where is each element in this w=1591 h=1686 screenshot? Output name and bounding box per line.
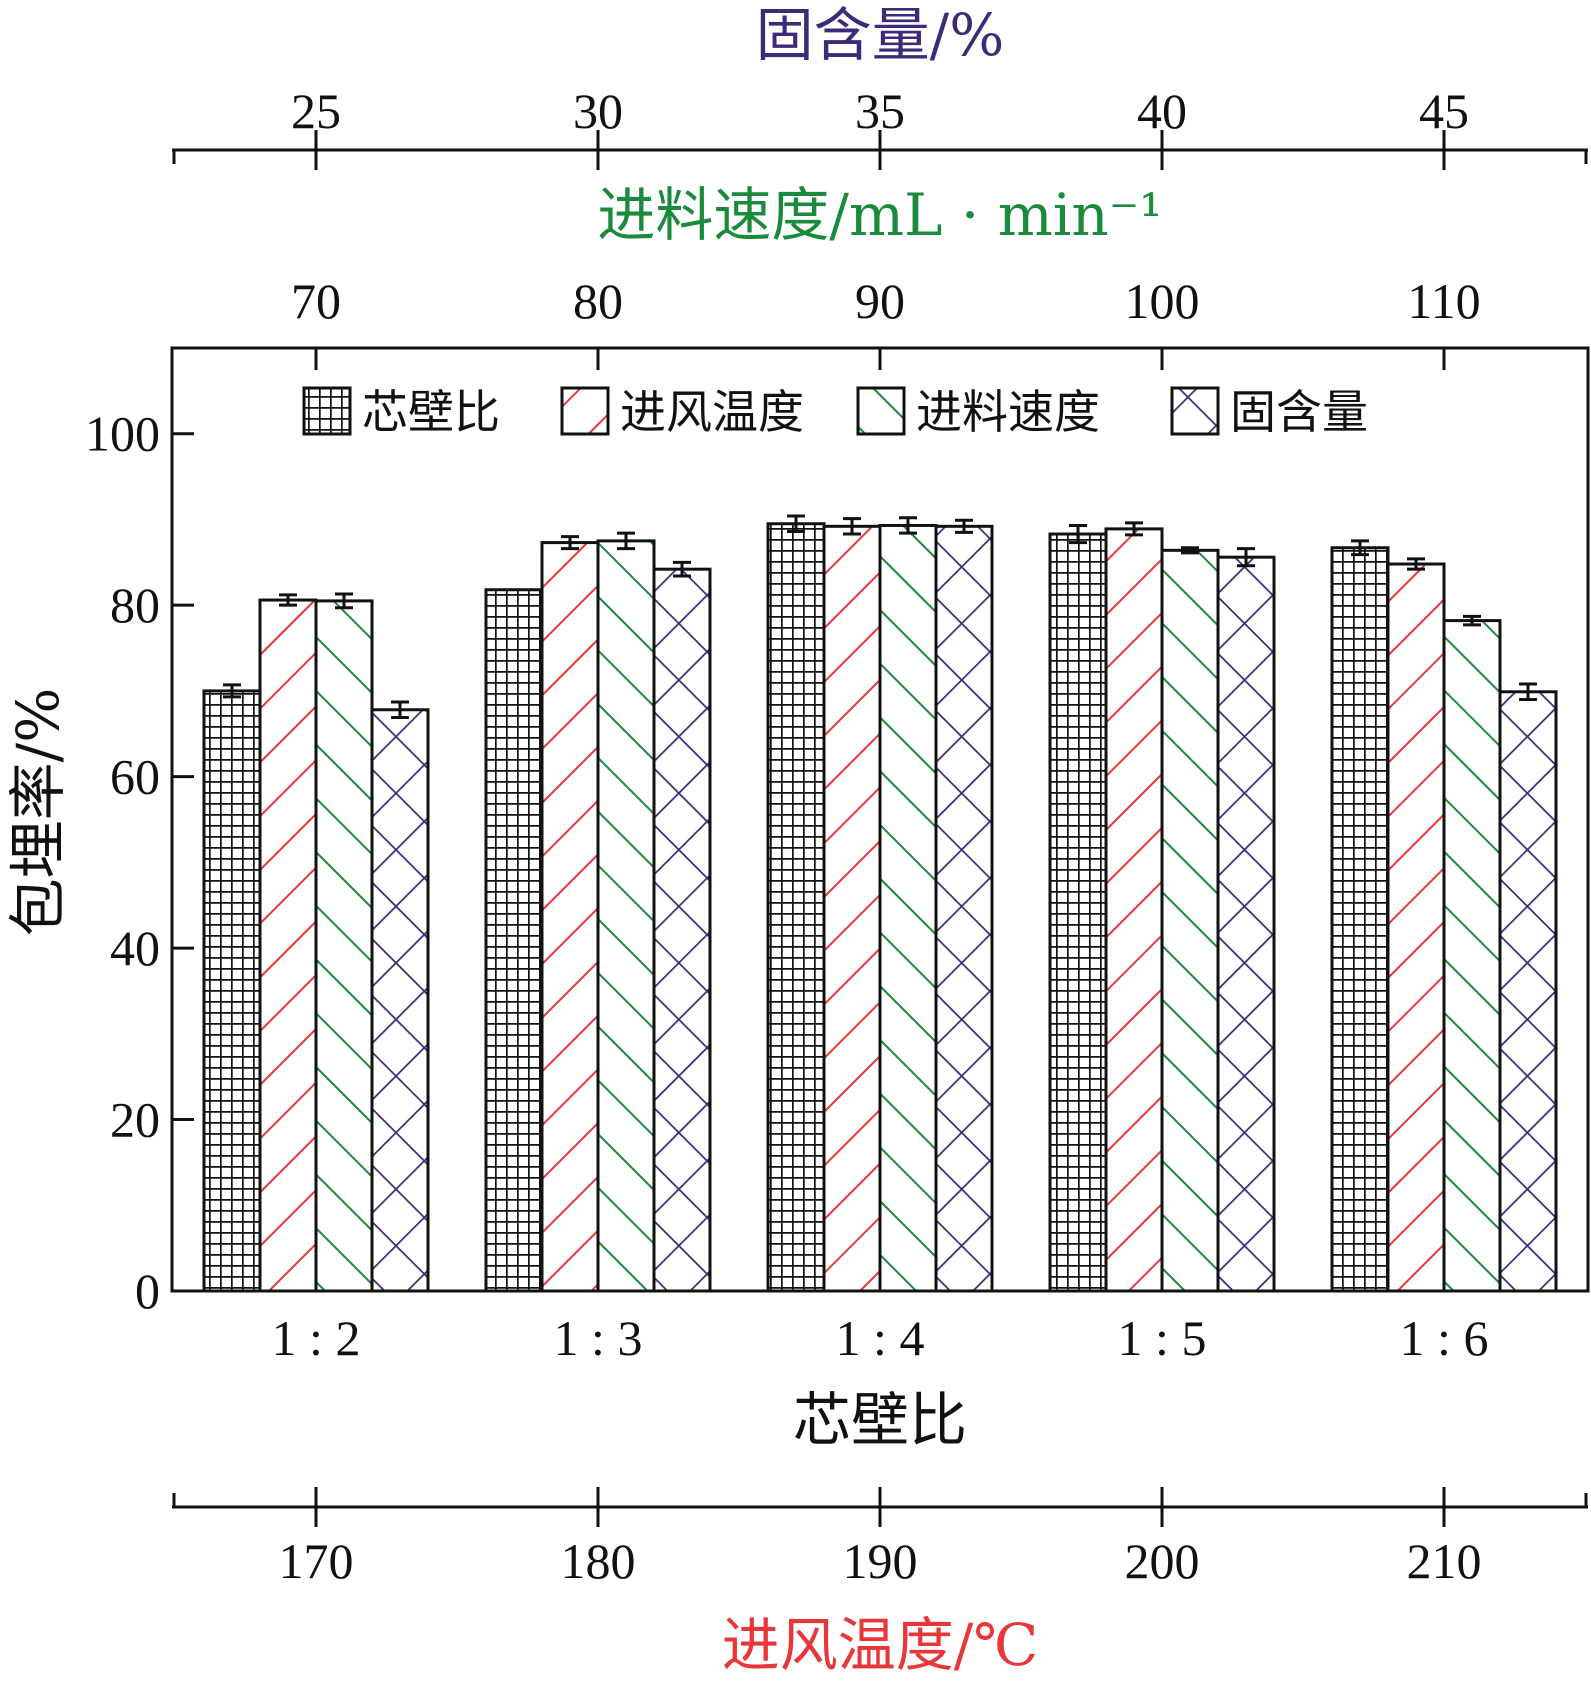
solids-axis-tick-label: 40	[1137, 83, 1187, 139]
bar	[766, 522, 826, 1293]
bar	[878, 523, 938, 1293]
legend: 芯壁比 进风温度 进料速度 固含量	[302, 385, 1368, 439]
axes-layer: 0 20 40 60 80 100 1 : 2 1 : 3 1 : 4 1 : 5 1 : 6 25 3…	[85, 83, 1590, 1589]
y-tick-label: 40	[110, 920, 160, 976]
x-tick-label: 1 : 5	[1118, 1310, 1207, 1366]
bar	[1048, 532, 1108, 1293]
y-tick-label: 60	[110, 749, 160, 805]
bar	[1160, 548, 1220, 1293]
bar	[652, 567, 712, 1293]
solids-axis-tick-label: 35	[855, 83, 905, 139]
bar	[258, 598, 318, 1293]
legend-swatch	[560, 386, 610, 436]
bar	[1330, 546, 1390, 1293]
bar	[1442, 619, 1502, 1293]
inlet-temp-axis-tick-label: 200	[1125, 1533, 1200, 1589]
legend-label: 进料速度	[916, 385, 1100, 439]
bar	[596, 539, 656, 1293]
bar	[1216, 555, 1276, 1293]
inlet-temp-axis-tick-label: 170	[279, 1533, 354, 1589]
solids-axis-tick-label: 25	[291, 83, 341, 139]
bar	[484, 588, 544, 1293]
x-tick-label: 1 : 2	[272, 1310, 361, 1366]
y-axis-title: 包埋率/%	[4, 688, 72, 937]
y-tick-label: 0	[135, 1263, 160, 1319]
bar	[934, 524, 994, 1293]
bar	[314, 599, 374, 1293]
legend-label: 芯壁比	[362, 385, 500, 439]
inlet-temp-axis-tick-label: 210	[1407, 1533, 1482, 1589]
inlet-temp-axis-tick-label: 180	[561, 1533, 636, 1589]
legend-swatch	[1170, 386, 1220, 436]
solids-axis-tick-label: 30	[573, 83, 623, 139]
bar	[822, 524, 882, 1293]
y-tick-label: 80	[110, 577, 160, 633]
legend-swatch	[856, 386, 906, 436]
x-tick-label: 1 : 3	[554, 1310, 643, 1366]
bar	[1498, 690, 1558, 1293]
solids-axis-tick-label: 45	[1419, 83, 1469, 139]
bar	[540, 541, 600, 1293]
bars-layer	[202, 514, 1558, 1293]
x-tick-label: 1 : 4	[836, 1310, 925, 1366]
feed-rate-tick-label: 70	[291, 273, 341, 329]
top-axis-title-solids: 固含量/%	[756, 1, 1005, 69]
feed-rate-tick-label: 90	[855, 273, 905, 329]
feed-rate-tick-label: 100	[1125, 273, 1200, 329]
bar	[202, 689, 262, 1293]
x-tick-label: 1 : 6	[1400, 1310, 1489, 1366]
bottom-axis-title-inlet-temp: 进风温度/℃	[722, 1611, 1038, 1679]
bar	[1386, 562, 1446, 1293]
legend-label: 进风温度	[620, 385, 804, 439]
bar	[1104, 527, 1164, 1293]
y-tick-label: 100	[85, 406, 160, 462]
y-tick-label: 20	[110, 1092, 160, 1148]
legend-swatch	[302, 386, 352, 436]
inlet-temp-axis-tick-label: 190	[843, 1533, 918, 1589]
top-axis-title-feed-rate: 进料速度/mL · min⁻¹	[597, 181, 1162, 249]
bar	[370, 708, 430, 1293]
x-axis-title: 芯壁比	[793, 1386, 967, 1454]
feed-rate-tick-label: 110	[1407, 273, 1480, 329]
feed-rate-tick-label: 80	[573, 273, 623, 329]
legend-label: 固含量	[1230, 385, 1368, 439]
